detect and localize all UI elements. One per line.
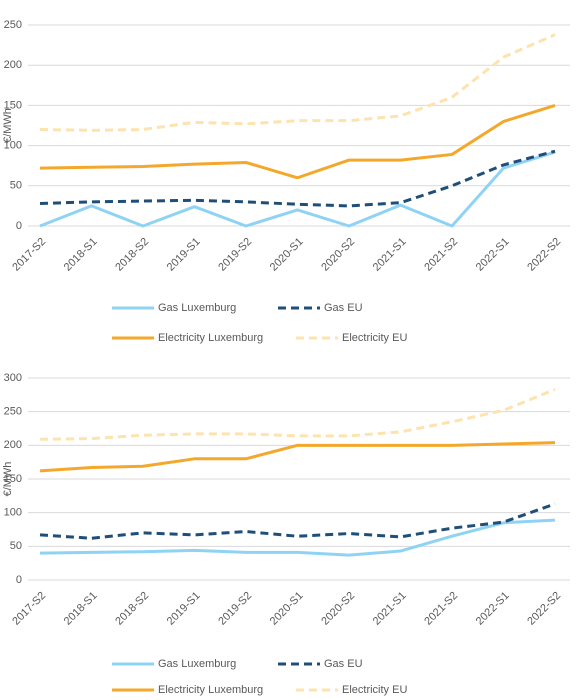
y-tick-label: 50 [10, 540, 22, 552]
y-tick-label: 150 [4, 99, 22, 111]
x-tick-label: 2019-S2 [216, 236, 254, 274]
x-tick-label: 2018-S2 [113, 236, 151, 274]
x-tick-label: 2019-S1 [165, 590, 203, 628]
x-tick-label: 2022-S2 [525, 590, 563, 628]
y-tick-label: 200 [4, 59, 22, 71]
x-tick-label: 2020-S2 [319, 236, 357, 274]
legend-label: Electricity Luxemburg [158, 332, 263, 344]
series-line [39, 441, 556, 473]
x-tick-label: 2019-S2 [216, 590, 254, 628]
y-tick-label: 50 [10, 180, 22, 192]
legend-label: Electricity EU [342, 332, 407, 344]
series-line [39, 33, 556, 132]
x-tick-label: 2020-S2 [319, 590, 357, 628]
legend-label: Gas EU [324, 302, 363, 314]
x-tick-label: 2021-S1 [371, 236, 409, 274]
series-line [39, 502, 556, 540]
x-tick-label: 2021-S2 [422, 590, 460, 628]
y-tick-label: 100 [4, 507, 22, 519]
legend-label: Gas EU [324, 658, 363, 670]
x-tick-label: 2017-S2 [10, 236, 48, 274]
y-tick-label: 250 [4, 19, 22, 31]
y-tick-label: 0 [16, 574, 22, 586]
x-tick-label: 2021-S2 [422, 236, 460, 274]
series-line [39, 518, 556, 557]
x-tick-label: 2020-S1 [268, 236, 306, 274]
legend-label: Gas Luxemburg [158, 302, 236, 314]
legend-label: Electricity EU [342, 684, 407, 696]
y-tick-label: 250 [4, 406, 22, 418]
y-axis-label: €/MWh [2, 462, 14, 497]
x-tick-label: 2021-S1 [371, 590, 409, 628]
y-tick-label: 300 [4, 372, 22, 384]
y-tick-label: 0 [16, 220, 22, 232]
x-tick-label: 2020-S1 [268, 590, 306, 628]
y-tick-label: 150 [4, 473, 22, 485]
y-axis-label: €/MWh [2, 108, 14, 143]
series-line [39, 149, 556, 208]
x-tick-label: 2022-S2 [525, 236, 563, 274]
y-tick-label: 200 [4, 439, 22, 451]
y-tick-label: 100 [4, 140, 22, 152]
x-tick-label: 2022-S1 [474, 236, 512, 274]
series-line [39, 150, 556, 228]
x-tick-label: 2022-S1 [474, 590, 512, 628]
x-tick-label: 2018-S1 [62, 236, 100, 274]
x-tick-label: 2019-S1 [165, 236, 203, 274]
x-tick-label: 2017-S2 [10, 590, 48, 628]
legend-label: Electricity Luxemburg [158, 684, 263, 696]
x-tick-label: 2018-S2 [113, 590, 151, 628]
series-line [39, 103, 556, 180]
legend-label: Gas Luxemburg [158, 658, 236, 670]
series-line [39, 388, 556, 441]
x-tick-label: 2018-S1 [62, 590, 100, 628]
